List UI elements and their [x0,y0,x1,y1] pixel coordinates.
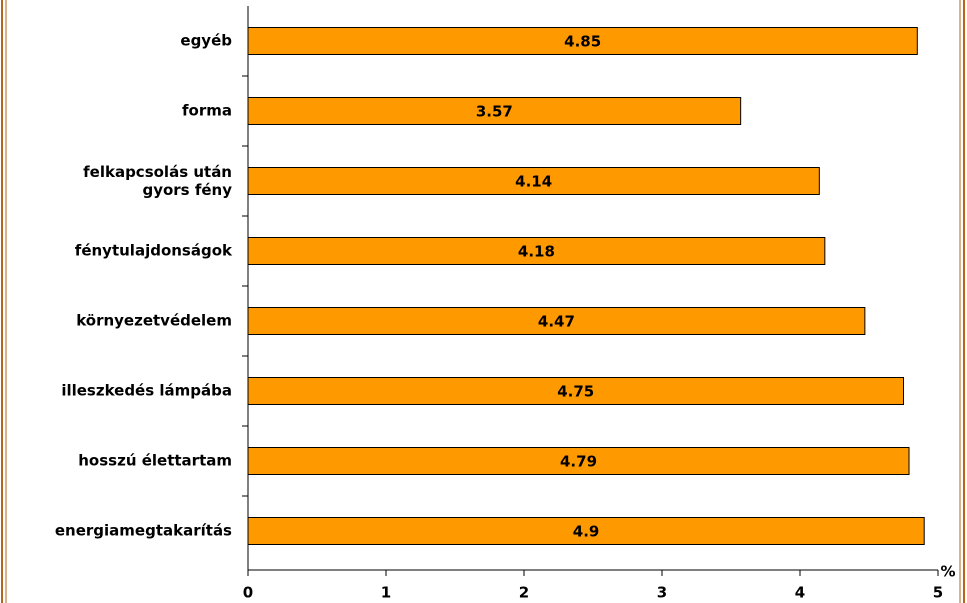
bar [247,517,925,545]
bar [247,377,904,405]
y-tick-label: egyéb [180,32,232,50]
x-tick-label: 2 [519,584,529,602]
value-label: 4.85 [564,33,601,51]
y-tick-label: forma [182,102,232,120]
value-label: 4.14 [515,173,552,191]
value-label: 4.18 [518,243,555,261]
y-tick-label: hosszú élettartam [78,452,232,470]
y-tick-label: környezetvédelem [76,312,232,330]
value-label: 3.57 [476,103,513,121]
x-tick-label: 4 [795,584,805,602]
x-tick-label: 1 [381,584,391,602]
y-tick-label: energiamegtakarítás [55,522,232,540]
y-tick-label: illeszkedés lámpába [61,382,232,400]
x-tick-label: 5 [933,584,943,602]
value-label: 4.75 [557,383,594,401]
value-label: 4.47 [538,313,575,331]
x-axis-label: % [940,563,955,581]
value-label: 4.79 [560,453,597,471]
x-tick-label: 0 [243,584,253,602]
y-tick-label: felkapcsolás után gyors fény [83,163,232,199]
bar [247,167,820,195]
bar [247,307,866,335]
x-tick-label: 3 [657,584,667,602]
value-label: 4.9 [573,523,600,541]
bar [247,447,910,475]
bar [247,237,826,265]
bar [247,97,742,125]
bar [247,27,918,55]
y-tick-label: fénytulajdonságok [75,242,233,260]
